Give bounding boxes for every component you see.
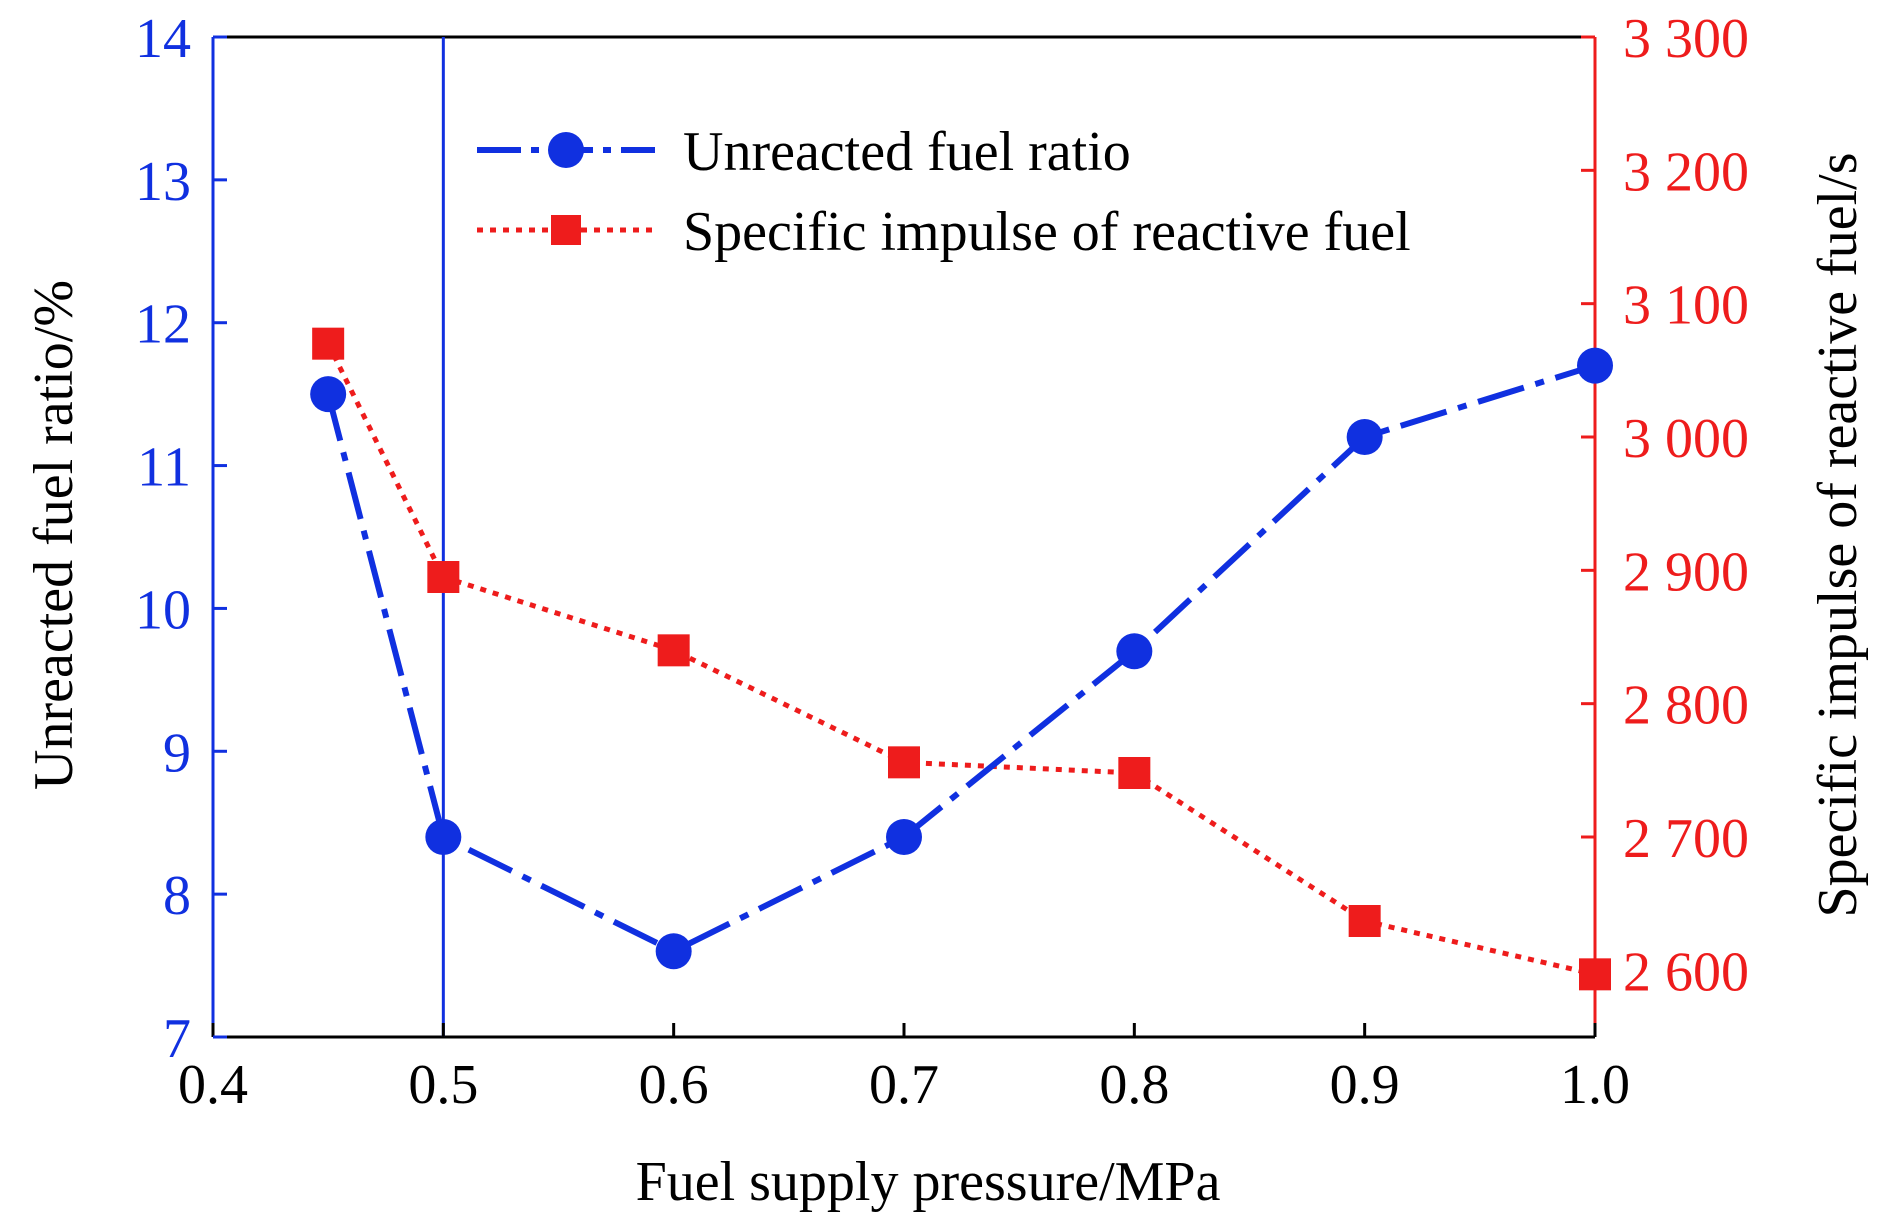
ticks-layer: 0.4 0.5 0.6 0.7 0.8 0.9 1.0 7 8 9 10 11 12 13 14 2 600 2… [135, 8, 1749, 1116]
data-point-specific-impulse [1118, 757, 1151, 789]
y-left-tick-label: 7 [163, 1008, 191, 1070]
y-left-tick-label: 13 [135, 151, 191, 213]
x-tick-label: 0.5 [408, 1054, 478, 1116]
x-axis-label: Fuel supply pressure/MPa [636, 1151, 1221, 1213]
x-tick-label: 0.9 [1330, 1054, 1400, 1116]
y-left-tick-label: 8 [163, 865, 191, 927]
y-right-tick-label: 2 600 [1623, 941, 1749, 1003]
y-right-tick-label: 2 700 [1623, 808, 1749, 870]
legend-marker-unreacted [548, 132, 584, 168]
legend: Unreacted fuel ratio Specific impulse of… [477, 121, 1411, 263]
legend-marker-specific-impulse [551, 215, 581, 245]
y-left-tick-label: 12 [135, 294, 191, 356]
y-right-tick-label: 3 300 [1623, 8, 1749, 70]
data-point-unreacted [1116, 633, 1153, 670]
series-layer [310, 327, 1613, 991]
x-tick-label: 0.4 [178, 1054, 248, 1116]
data-point-unreacted [1346, 419, 1383, 455]
y-right-tick-label: 3 200 [1623, 141, 1749, 203]
data-point-unreacted [425, 819, 462, 855]
data-point-specific-impulse [1579, 958, 1611, 991]
x-tick-label: 0.7 [869, 1054, 939, 1116]
y-left-tick-label: 11 [137, 437, 191, 499]
y-right-tick-label: 2 900 [1623, 541, 1749, 603]
x-tick-label: 1.0 [1560, 1054, 1630, 1116]
y-right-tick-label: 2 800 [1623, 675, 1749, 737]
legend-label-unreacted: Unreacted fuel ratio [683, 121, 1131, 183]
data-point-specific-impulse [1348, 905, 1381, 937]
y-left-axis-label: Unreacted fuel ratio/% [23, 280, 85, 790]
data-point-unreacted [886, 819, 922, 855]
data-point-unreacted [1577, 347, 1613, 384]
y-left-tick-label: 14 [135, 8, 191, 70]
legend-label-specific-impulse: Specific impulse of reactive fuel [683, 201, 1411, 263]
data-point-unreacted [655, 933, 692, 970]
y-left-tick-label: 9 [163, 722, 191, 784]
y-right-tick-label: 3 100 [1623, 275, 1749, 337]
y-left-tick-label: 10 [135, 579, 191, 641]
data-point-specific-impulse [657, 634, 690, 667]
y-right-axis-label: Specific impulse of reactive fuel/s [1807, 152, 1869, 917]
data-point-specific-impulse [427, 561, 460, 593]
x-tick-label: 0.8 [1099, 1054, 1169, 1116]
data-point-unreacted [310, 376, 347, 413]
y-right-tick-label: 3 000 [1623, 408, 1749, 470]
data-point-specific-impulse [888, 746, 920, 779]
data-point-specific-impulse [312, 327, 345, 360]
x-tick-label: 0.6 [639, 1054, 709, 1116]
